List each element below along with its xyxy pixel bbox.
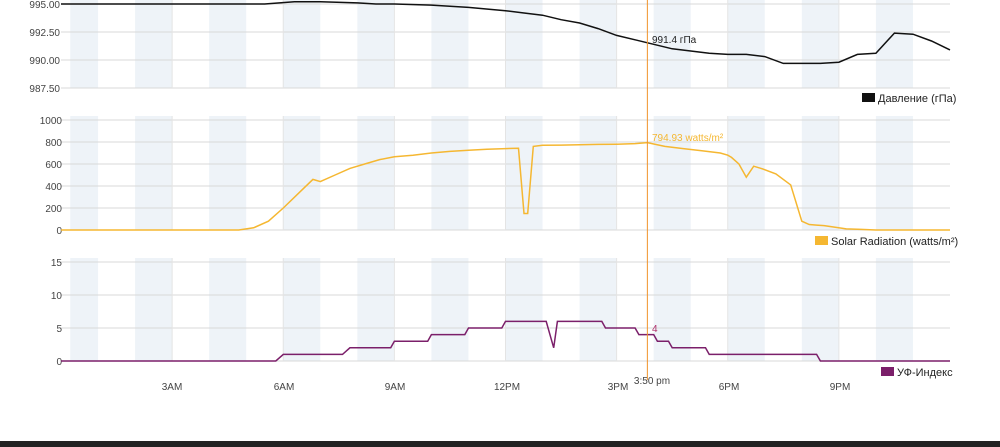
uv-band-4 [357,258,395,361]
pressure-legend-swatch [862,93,875,102]
uv-panel: 15 10 5 0 4 УФ-Индекс [51,258,953,379]
solar-line [61,141,950,231]
x-tick-3pm: 3PM [608,382,629,393]
pressure-band-7 [579,0,617,88]
uv-band-7 [579,258,617,361]
uv-legend-swatch [881,367,894,376]
pressure-band-8 [653,0,691,88]
solar-bands [70,116,913,230]
solar-band-10 [801,116,839,230]
solar-ytick-1: 800 [45,138,62,149]
uv-band-10 [801,258,839,361]
solar-legend-label: Solar Radiation (watts/m²) [831,236,958,248]
solar-band-4 [357,116,395,230]
pressure-ytick-2: 990.00 [29,56,60,67]
pressure-band-11 [875,0,913,88]
hover-time-label: 3:50 pm [634,376,670,387]
uv-band-8 [653,258,691,361]
x-tick-9pm: 9PM [830,382,851,393]
pressure-band-3 [283,0,321,88]
solar-band-8 [653,116,691,230]
uv-line [61,320,950,362]
solar-ytick-4: 200 [45,204,62,215]
solar-grid [61,116,950,231]
solar-band-11 [875,116,913,230]
x-tick-3am: 3AM [162,382,183,393]
solar-band-5 [431,116,469,230]
solar-ytick-2: 600 [45,160,62,171]
uv-legend-label: УФ-Индекс [897,367,953,379]
x-tick-9am: 9AM [385,382,406,393]
uv-bands [70,258,913,361]
pressure-ytick-0: 995.00 [29,0,60,11]
solar-band-2 [209,116,247,230]
x-tick-12pm: 12PM [494,382,520,393]
pressure-bands [70,0,913,88]
uv-ytick-1: 10 [51,291,63,302]
uv-band-5 [431,258,469,361]
pressure-panel: 995.00 992.50 990.00 987.50 991.4 гПа Да… [29,0,956,105]
solar-ytick-0: 1000 [40,116,63,127]
solar-band-0 [70,116,99,230]
x-tick-6am: 6AM [274,382,295,393]
uv-band-2 [209,258,247,361]
pressure-ytick-1: 992.50 [29,28,60,39]
bottom-bar [0,441,1000,447]
x-axis: 3AM 6AM 9AM 12PM 3PM 6PM 9PM [162,382,851,393]
uv-band-1 [135,258,173,361]
uv-ytick-0: 15 [51,258,63,269]
uv-ytick-3: 0 [56,357,62,368]
pressure-band-4 [357,0,395,88]
pressure-readout: 991.4 гПа [652,35,697,46]
pressure-band-10 [801,0,839,88]
uv-band-11 [875,258,913,361]
solar-band-9 [727,116,765,230]
pressure-ytick-3: 987.50 [29,84,60,95]
uv-ytick-2: 5 [56,324,62,335]
pressure-band-5 [431,0,469,88]
solar-panel: 1000 800 600 400 200 0 794.93 watts/m² S… [40,116,958,248]
uv-band-6 [505,258,543,361]
pressure-legend-label: Давление (гПа) [878,93,956,105]
solar-readout: 794.93 watts/m² [652,133,724,144]
solar-band-7 [579,116,617,230]
uv-readout: 4 [652,324,658,335]
pressure-band-2 [209,0,247,88]
uv-band-0 [70,258,99,361]
uv-band-3 [283,258,321,361]
pressure-band-1 [135,0,173,88]
solar-band-3 [283,116,321,230]
pressure-band-0 [70,0,99,88]
uv-band-9 [727,258,765,361]
solar-ytick-5: 0 [56,226,62,237]
solar-band-1 [135,116,173,230]
x-tick-6pm: 6PM [719,382,740,393]
solar-legend-swatch [815,236,828,245]
pressure-band-9 [727,0,765,88]
solar-ytick-3: 400 [45,182,62,193]
pressure-line [61,1,951,65]
